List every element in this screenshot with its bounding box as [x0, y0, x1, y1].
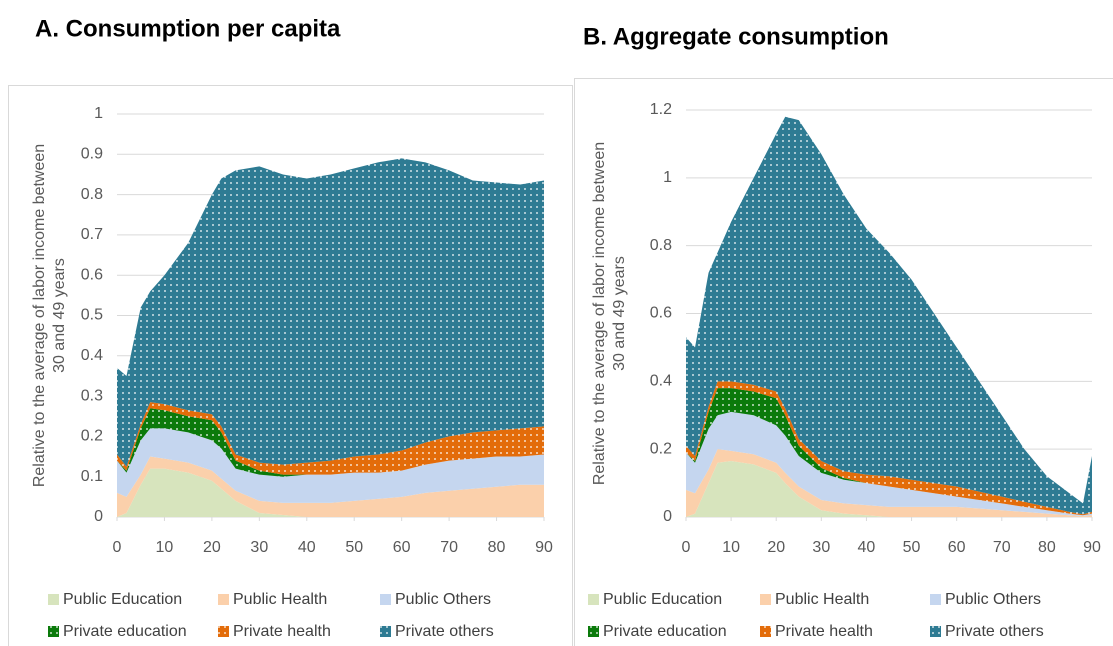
- y-axis-label: Relative to the average of labor income …: [31, 144, 48, 487]
- legend-label: Private others: [945, 623, 1044, 640]
- legend-swatch: [930, 594, 941, 605]
- x-tick-label: 10: [156, 539, 174, 556]
- y-tick-label: 0.6: [81, 266, 103, 283]
- area: [117, 456, 544, 517]
- y-tick-label: 1.2: [650, 101, 672, 118]
- y-axis-label: Relative to the average of labor income …: [591, 142, 608, 485]
- area: [686, 388, 1092, 516]
- x-tick-label: 60: [393, 539, 411, 556]
- y-tick-label: 0.2: [81, 428, 103, 445]
- area: [117, 428, 544, 503]
- legend-swatch: [48, 594, 59, 605]
- legend-swatch: [48, 626, 59, 637]
- legend-swatch: [218, 594, 229, 605]
- legend-swatch: [588, 626, 599, 637]
- y-tick-label: 0: [663, 508, 672, 525]
- area: [686, 449, 1092, 517]
- legend-label: Public Health: [233, 591, 327, 608]
- legend-label: Private others: [395, 623, 494, 640]
- x-tick-label: 90: [535, 539, 553, 556]
- legend-swatch: [380, 626, 391, 637]
- y-tick-label: 0: [94, 508, 103, 525]
- legend-swatch: [760, 626, 771, 637]
- x-tick-label: 70: [440, 539, 458, 556]
- y-tick-label: 0.5: [81, 307, 103, 324]
- legend-swatch: [588, 594, 599, 605]
- legend-label: Public Others: [945, 591, 1041, 608]
- y-tick-label: 0.4: [81, 347, 103, 364]
- panel-frame: [574, 78, 1113, 646]
- legend-label: Private education: [603, 623, 727, 640]
- x-tick-label: 0: [682, 539, 691, 556]
- y-tick-label: 0.2: [650, 440, 672, 457]
- x-tick-label: 50: [903, 539, 921, 556]
- x-tick-label: 10: [722, 539, 740, 556]
- area: [117, 408, 544, 477]
- legend-swatch: [760, 594, 771, 605]
- chart-title: B. Aggregate consumption: [583, 23, 889, 50]
- y-tick-label: 1: [94, 105, 103, 122]
- area: [686, 411, 1092, 516]
- x-tick-label: 30: [250, 539, 268, 556]
- y-tick-label: 0.8: [81, 186, 103, 203]
- chart-title: A. Consumption per capita: [35, 15, 341, 42]
- legend-label: Public Health: [775, 591, 869, 608]
- x-tick-label: 70: [993, 539, 1011, 556]
- panel-frame: [8, 85, 573, 646]
- y-tick-label: 0.9: [81, 146, 103, 163]
- area: [117, 158, 544, 467]
- x-tick-label: 20: [767, 539, 785, 556]
- x-tick-label: 60: [948, 539, 966, 556]
- x-tick-label: 90: [1083, 539, 1101, 556]
- y-axis-label: 30 and 49 years: [611, 256, 628, 371]
- x-tick-label: 20: [203, 539, 221, 556]
- legend-label: Public Others: [395, 591, 491, 608]
- x-tick-label: 40: [298, 539, 316, 556]
- legend-swatch: [930, 626, 941, 637]
- legend-label: Private education: [63, 623, 187, 640]
- y-tick-label: 0.4: [650, 373, 672, 390]
- y-tick-label: 0.3: [81, 387, 103, 404]
- x-tick-label: 40: [858, 539, 876, 556]
- y-axis-label: 30 and 49 years: [51, 258, 68, 373]
- x-tick-label: 0: [113, 539, 122, 556]
- legend-label: Private health: [233, 623, 331, 640]
- y-tick-label: 1: [663, 169, 672, 186]
- legend-swatch: [218, 626, 229, 637]
- area: [686, 116, 1092, 515]
- legend-label: Public Education: [603, 591, 722, 608]
- area: [686, 381, 1092, 516]
- x-tick-label: 30: [812, 539, 830, 556]
- y-tick-label: 0.1: [81, 468, 103, 485]
- y-tick-label: 0.6: [650, 305, 672, 322]
- area: [117, 468, 544, 517]
- legend-label: Private health: [775, 623, 873, 640]
- y-tick-label: 0.8: [650, 237, 672, 254]
- x-tick-label: 50: [345, 539, 363, 556]
- x-tick-label: 80: [1038, 539, 1056, 556]
- area: [117, 402, 544, 475]
- x-tick-label: 80: [488, 539, 506, 556]
- legend-label: Public Education: [63, 591, 182, 608]
- legend-swatch: [380, 594, 391, 605]
- area: [686, 461, 1092, 517]
- y-tick-label: 0.7: [81, 226, 103, 243]
